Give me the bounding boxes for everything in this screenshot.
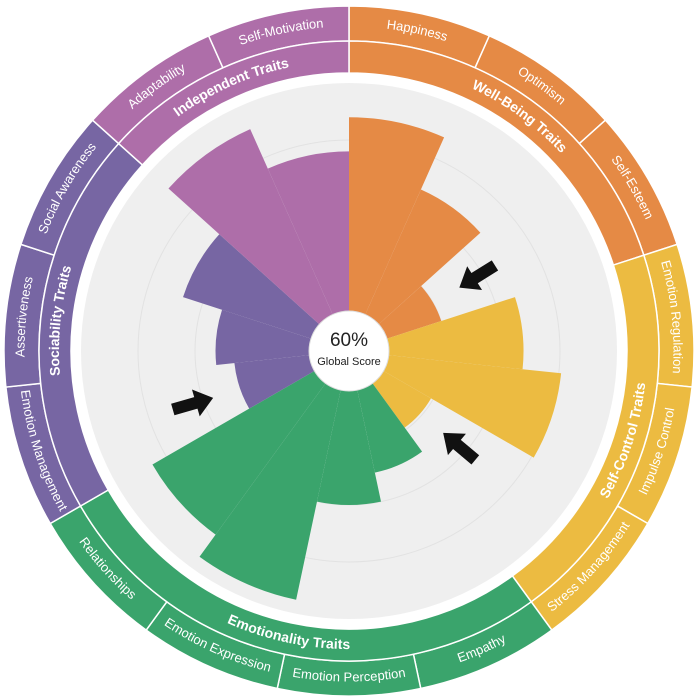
bar xyxy=(349,117,445,315)
group-band xyxy=(117,40,350,167)
arrow xyxy=(443,432,480,465)
bar xyxy=(387,297,524,370)
bar xyxy=(168,129,333,325)
bar xyxy=(267,151,349,315)
bar xyxy=(215,309,311,365)
arrow xyxy=(171,389,214,417)
arrows xyxy=(171,260,499,465)
bar xyxy=(383,355,562,458)
bar xyxy=(152,371,326,535)
bar xyxy=(365,189,481,325)
bar xyxy=(372,371,432,428)
center-caption: Global Score xyxy=(317,356,381,368)
arrow xyxy=(459,260,499,290)
bar xyxy=(316,390,382,506)
center-value: 60% xyxy=(330,330,368,351)
center-circle xyxy=(308,310,390,392)
bar xyxy=(234,355,315,409)
bar xyxy=(378,286,442,339)
bar xyxy=(357,383,423,473)
bar xyxy=(183,234,320,339)
bar xyxy=(199,383,341,600)
